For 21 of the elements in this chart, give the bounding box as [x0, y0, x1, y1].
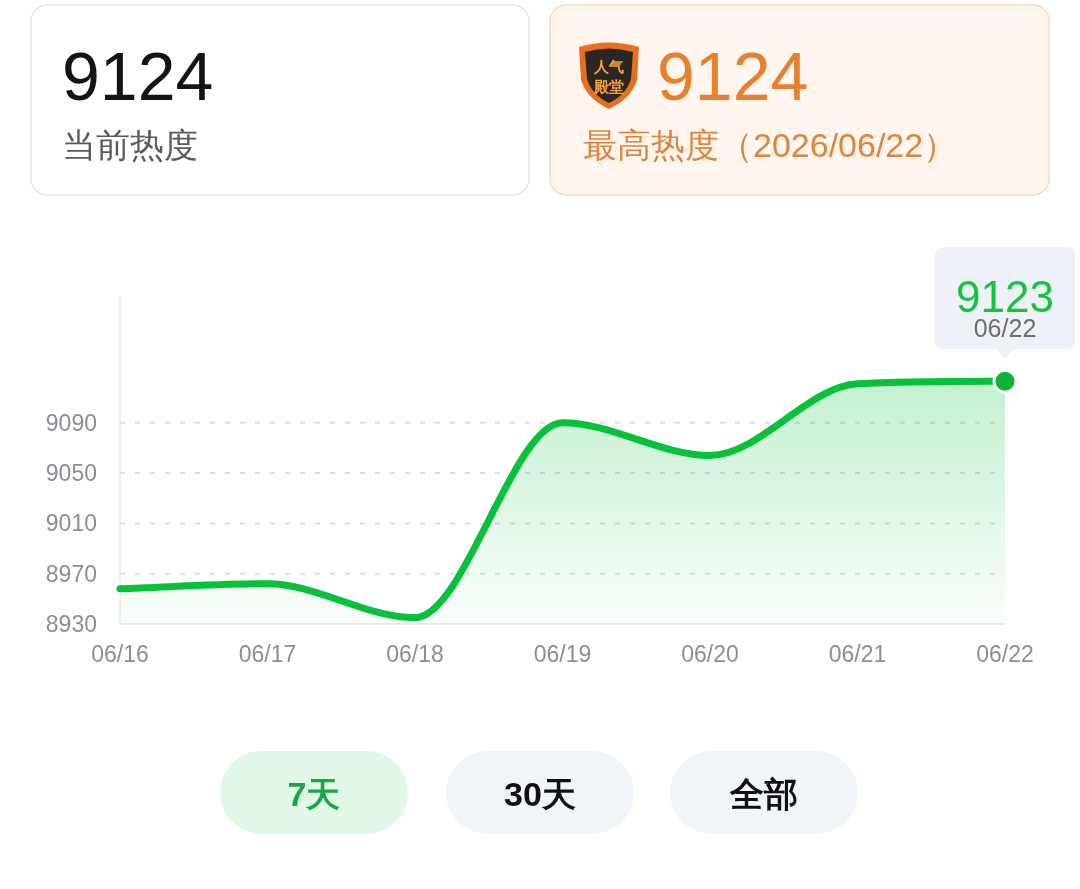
x-tick-label: 06/19: [533, 641, 592, 667]
text: 30天: [504, 775, 576, 813]
y-tick-label: 9090: [45, 409, 97, 436]
text: 当前热度: [62, 126, 198, 164]
text: 9124: [657, 38, 809, 114]
text: 最高热度（2026/06/22）: [583, 126, 958, 164]
y-tick-label: 9010: [45, 510, 97, 537]
text: 9124: [62, 38, 214, 114]
text: 人气: [593, 58, 624, 75]
x-tick-label: 06/21: [828, 641, 887, 667]
text: 全部: [729, 775, 798, 813]
text: 7天: [287, 775, 341, 813]
x-tick-label: 06/17: [238, 641, 297, 667]
y-tick-label: 8930: [45, 611, 97, 637]
x-tick-label: 06/20: [681, 641, 739, 667]
y-tick-label: 8970: [45, 560, 97, 587]
x-tick-label: 06/16: [91, 641, 149, 667]
x-tick-label: 06/22: [976, 641, 1034, 667]
y-tick-label: 9050: [45, 460, 97, 487]
x-tick-label: 06/18: [386, 641, 444, 667]
text: 殿堂: [593, 78, 624, 95]
